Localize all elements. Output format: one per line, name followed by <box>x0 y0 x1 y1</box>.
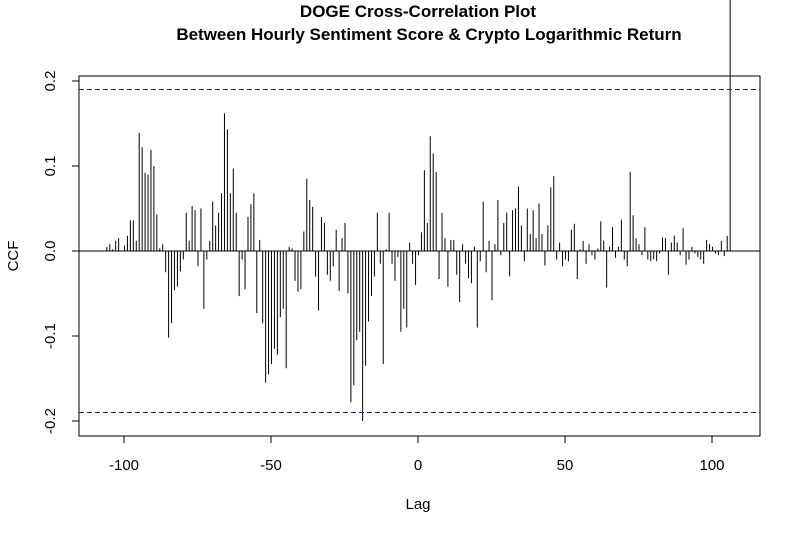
x-tick-label: 0 <box>414 457 422 474</box>
chart-subtitle: Between Hourly Sentiment Score & Crypto … <box>176 25 681 44</box>
x-tick-label: -50 <box>260 457 282 474</box>
y-tick-label: -0.1 <box>42 323 59 349</box>
y-axis: -0.2 -0.1 0.0 0.1 0.2 <box>42 71 80 434</box>
x-tick-label: -100 <box>109 457 139 474</box>
x-axis-label: Lag <box>405 496 430 513</box>
x-tick-label: 100 <box>699 457 724 474</box>
y-tick-label: 0.0 <box>42 241 59 262</box>
chart-title: DOGE Cross-Correlation Plot <box>300 2 536 21</box>
y-tick-label: -0.2 <box>42 408 59 434</box>
y-tick-label: 0.1 <box>42 156 59 177</box>
y-axis-label: CCF <box>5 241 22 272</box>
x-tick-label: 50 <box>557 457 574 474</box>
plot-frame <box>78 75 761 437</box>
x-axis: -100 -50 0 50 100 <box>109 435 725 474</box>
y-tick-label: 0.2 <box>42 71 59 92</box>
ccf-bars <box>106 0 731 421</box>
